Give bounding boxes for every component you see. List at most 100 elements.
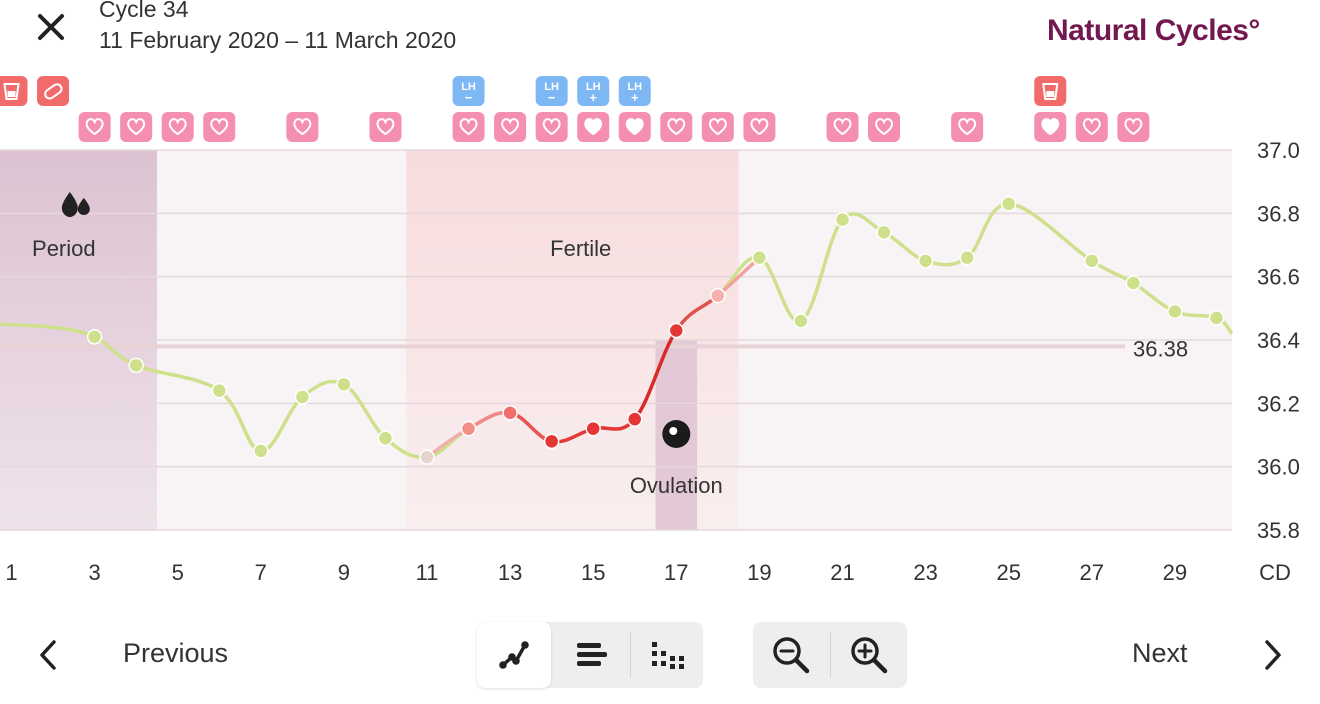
chevron-right-icon bbox=[1265, 640, 1281, 670]
cup-test-icon bbox=[1042, 83, 1059, 100]
x-tick-label: 23 bbox=[913, 560, 937, 585]
previous-button[interactable] bbox=[34, 636, 64, 674]
temperature-point bbox=[627, 411, 643, 427]
dot-view-button[interactable] bbox=[631, 622, 703, 688]
temperature-point bbox=[1084, 253, 1100, 269]
x-tick-label: 13 bbox=[498, 560, 522, 585]
graph-icon bbox=[499, 641, 529, 669]
heart-icon bbox=[85, 118, 104, 136]
heart-badge bbox=[286, 112, 319, 142]
zoom-divider bbox=[830, 632, 831, 678]
zoom-in-button[interactable] bbox=[831, 622, 907, 688]
heart-icon bbox=[501, 118, 520, 136]
lh-label: LH bbox=[627, 81, 642, 93]
heart-badge bbox=[494, 112, 527, 142]
heart-badge bbox=[868, 112, 901, 142]
temperature-point bbox=[751, 249, 768, 266]
next-button[interactable] bbox=[1257, 636, 1287, 674]
heart-icon bbox=[708, 118, 727, 136]
temperature-point bbox=[917, 253, 934, 269]
ovulation-label: Ovulation bbox=[630, 473, 723, 498]
heart-badge bbox=[1117, 112, 1150, 142]
x-tick-label: 1 bbox=[5, 560, 17, 585]
heart-badge bbox=[203, 112, 236, 142]
x-axis-label: CD bbox=[1259, 560, 1291, 585]
pill-icon bbox=[44, 83, 63, 100]
temperature-point bbox=[253, 443, 269, 459]
y-tick-label: 36.8 bbox=[1257, 201, 1300, 226]
heart-badge bbox=[577, 112, 610, 142]
x-tick-label: 29 bbox=[1163, 560, 1187, 585]
temperature-chart[interactable]: 37.0 36.8 36.6 36.4 36.2 36.0 35.8 36.38 Period F… bbox=[0, 70, 1320, 590]
x-tick-label: 25 bbox=[996, 560, 1020, 585]
view-divider bbox=[630, 632, 631, 678]
zoom-out-icon bbox=[773, 637, 810, 674]
temperature-point bbox=[502, 405, 518, 421]
temperature-point bbox=[543, 433, 560, 450]
lh-result: − bbox=[548, 90, 556, 105]
temperature-point bbox=[211, 382, 227, 399]
temperature-point bbox=[128, 357, 144, 374]
brand-logo: Natural Cycles° bbox=[1047, 14, 1260, 47]
x-tick-label: 21 bbox=[830, 560, 854, 585]
lh-test-badge: LH+ bbox=[577, 76, 610, 106]
next-label[interactable]: Next bbox=[1132, 638, 1188, 668]
x-tick-label: 19 bbox=[747, 560, 771, 585]
cycle-title: Cycle 34 bbox=[99, 0, 189, 22]
drops-icon bbox=[61, 192, 90, 217]
y-tick-label: 36.0 bbox=[1257, 455, 1300, 480]
zoom-toggle-group bbox=[753, 622, 907, 688]
lh-test-badge: LH− bbox=[535, 76, 568, 106]
lh-test-badge: LH− bbox=[452, 76, 485, 106]
temperature-point bbox=[1000, 196, 1017, 212]
temperature-point bbox=[1208, 310, 1225, 326]
fertile-line-segment bbox=[633, 329, 678, 421]
ovulation-egg-icon bbox=[662, 420, 691, 448]
x-tick-label: 27 bbox=[1080, 560, 1104, 585]
heart-icon bbox=[210, 118, 229, 136]
temperature-point bbox=[668, 322, 685, 339]
temperature-point bbox=[793, 313, 809, 329]
view-toggle-group bbox=[477, 622, 703, 688]
heart-badge bbox=[78, 112, 111, 142]
previous-label[interactable]: Previous bbox=[123, 638, 229, 668]
zoom-in-icon bbox=[851, 637, 888, 674]
temperature-point bbox=[86, 329, 103, 345]
y-tick-label: 36.6 bbox=[1257, 265, 1300, 290]
temperature-point bbox=[876, 224, 892, 241]
fertile-label: Fertile bbox=[550, 236, 611, 261]
lh-label: LH bbox=[544, 81, 559, 93]
heart-badge bbox=[369, 112, 402, 142]
lh-test-badge: LH+ bbox=[618, 76, 651, 106]
graph-view-button[interactable] bbox=[477, 622, 551, 688]
y-tick-label: 36.4 bbox=[1257, 328, 1300, 353]
bar-view-button[interactable] bbox=[553, 622, 629, 688]
cup-test-badge bbox=[0, 76, 28, 106]
cup-test-icon bbox=[3, 83, 20, 100]
temperature-point bbox=[419, 449, 435, 465]
heart-icon bbox=[459, 118, 478, 136]
heart-icon bbox=[542, 118, 561, 136]
temperature-point bbox=[585, 420, 601, 437]
heart-icon bbox=[958, 118, 977, 136]
chevron-left-icon bbox=[40, 640, 56, 670]
heart-icon bbox=[584, 118, 603, 136]
heart-icon bbox=[293, 118, 312, 136]
heart-icon bbox=[1124, 118, 1143, 136]
heart-badge bbox=[120, 112, 153, 142]
x-tick-label: 5 bbox=[172, 560, 184, 585]
temperature-point bbox=[710, 287, 726, 304]
lh-result: − bbox=[465, 90, 473, 105]
close-button[interactable] bbox=[30, 6, 72, 48]
heart-badge bbox=[743, 112, 776, 142]
zoom-out-button[interactable] bbox=[753, 622, 829, 688]
heart-badge bbox=[1034, 112, 1067, 142]
temperature-point bbox=[959, 249, 975, 266]
temperature-point bbox=[1125, 275, 1142, 291]
heart-badge bbox=[951, 112, 984, 142]
x-tick-label: 15 bbox=[581, 560, 605, 585]
heart-icon bbox=[168, 118, 187, 136]
lh-label: LH bbox=[461, 81, 476, 93]
temperature-point bbox=[377, 430, 394, 446]
pill-badge bbox=[37, 76, 70, 106]
